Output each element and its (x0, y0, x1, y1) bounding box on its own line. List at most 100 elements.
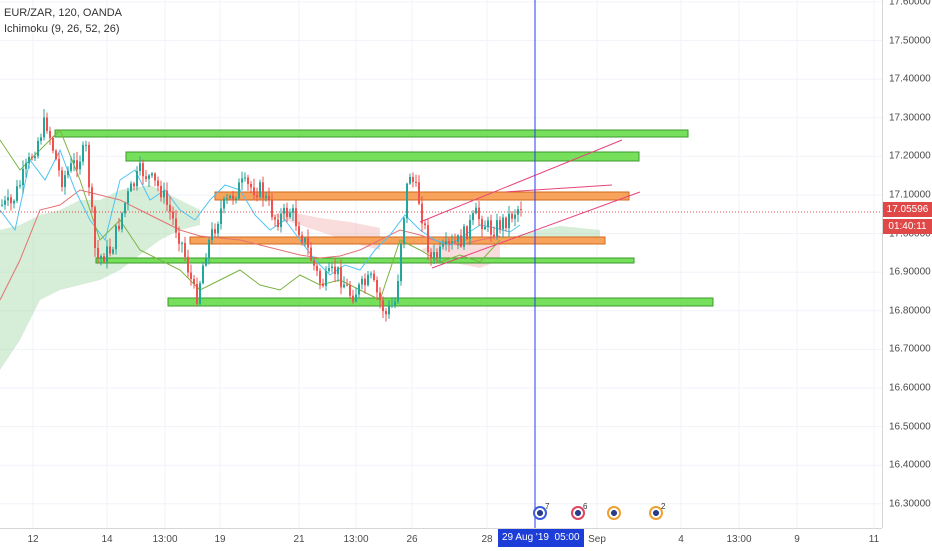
candle-body (148, 175, 150, 179)
green-zone (54, 129, 689, 138)
time-tick-label: 14 (101, 534, 113, 545)
candle-body (379, 292, 381, 301)
event-icon-1[interactable] (533, 506, 547, 520)
candle-body (292, 208, 294, 213)
candle-body (166, 190, 168, 205)
candle-body (70, 163, 72, 171)
candle-body (175, 218, 177, 233)
chart-plot-area[interactable] (0, 0, 882, 528)
candle-body (319, 270, 321, 284)
candle-body (469, 220, 471, 239)
event-icon-2[interactable] (571, 506, 585, 520)
candle-body (316, 265, 318, 271)
candle-body (310, 247, 312, 261)
candle-body (73, 160, 75, 164)
time-tick-label: 12 (27, 534, 39, 545)
candle-body (280, 213, 282, 227)
event-icon-3[interactable] (607, 506, 621, 520)
price-tick-label: 17.60000 (889, 0, 931, 8)
candle-body (478, 207, 480, 220)
time-tick-label: 28 (481, 534, 493, 545)
candle-body (127, 191, 129, 204)
candle-body (325, 271, 327, 286)
candle-body (181, 242, 183, 244)
symbol-title[interactable]: EUR/ZAR, 120, OANDA (4, 7, 122, 19)
candle-body (358, 284, 360, 295)
candle-body (136, 170, 138, 187)
candle-body (52, 137, 54, 151)
candle-body (448, 241, 450, 244)
candle-body (247, 177, 249, 184)
trendline-mid (504, 184, 613, 193)
candle-body (34, 156, 36, 159)
candle-body (409, 177, 411, 184)
candle-body (445, 241, 447, 245)
candle-body (55, 150, 57, 160)
candle-body (220, 208, 222, 224)
support-resistance-zones[interactable] (54, 129, 714, 307)
candle-body (22, 168, 24, 186)
price-tick-label: 16.90000 (889, 266, 931, 278)
candle-body (58, 159, 60, 171)
candle-body (490, 220, 492, 235)
price-tick-label: 16.40000 (889, 459, 931, 471)
candle-body (184, 242, 186, 257)
candle-body (493, 234, 495, 237)
candle-body (349, 284, 351, 296)
candle-body (418, 182, 420, 204)
candle-body (451, 241, 453, 244)
candle-body (109, 246, 111, 254)
candle-body (160, 185, 162, 198)
countdown-badge: 01:40:11 (883, 219, 932, 234)
candle-body (274, 217, 276, 220)
time-tick-label: 4 (678, 534, 684, 545)
candle-body (394, 301, 396, 306)
candle-body (421, 203, 423, 224)
candle-body (238, 182, 240, 199)
event-count: 6 (583, 502, 588, 511)
candle-body (412, 177, 414, 182)
candle-body (205, 258, 207, 266)
candle-body (265, 195, 267, 199)
candle-body (457, 235, 459, 243)
price-tick-label: 16.50000 (889, 421, 931, 433)
candle-body (289, 212, 291, 218)
candle-body (433, 252, 435, 259)
candle-body (283, 207, 285, 214)
candle-body (1, 204, 3, 206)
candle-body (208, 240, 210, 259)
candle-body (103, 256, 105, 262)
time-tick-label: 19 (214, 534, 226, 545)
candle-body (214, 229, 216, 234)
candle-body (334, 266, 336, 275)
candle-body (43, 117, 45, 138)
price-axis[interactable]: 17.60000 17.50000 17.40000 17.30000 17.20000… (882, 0, 932, 528)
candle-body (37, 140, 39, 157)
candle-body (415, 181, 417, 183)
candle-body (307, 238, 309, 248)
tenkan-line (0, 148, 521, 276)
time-axis[interactable]: 12 14 13:00 19 21 13:00 26 28 Sep 4 13:00 9 11 (0, 528, 882, 551)
crosshair-date: 29 Aug '19 (502, 532, 549, 543)
candle-body (196, 283, 198, 304)
candle-body (151, 173, 153, 176)
candle-body (361, 278, 363, 285)
indicator-title[interactable]: Ichimoku (9, 26, 52, 26) (4, 23, 120, 35)
candle-body (472, 213, 474, 221)
candle-body (121, 213, 123, 230)
candle-body (424, 223, 426, 226)
candle-body (352, 295, 354, 302)
ichimoku-lines (0, 129, 521, 301)
candle-body (286, 207, 288, 218)
candle-body (502, 217, 504, 230)
candle-body (430, 252, 432, 259)
candle-body (463, 226, 465, 247)
candle-body (454, 241, 456, 243)
candle-body (223, 198, 225, 209)
trend-lines[interactable] (419, 139, 641, 269)
event-icon-4[interactable] (649, 506, 663, 520)
candle-body (466, 226, 468, 239)
candle-body (115, 225, 117, 250)
candle-body (385, 311, 387, 315)
crosshair-time: 05:00 (554, 532, 580, 543)
